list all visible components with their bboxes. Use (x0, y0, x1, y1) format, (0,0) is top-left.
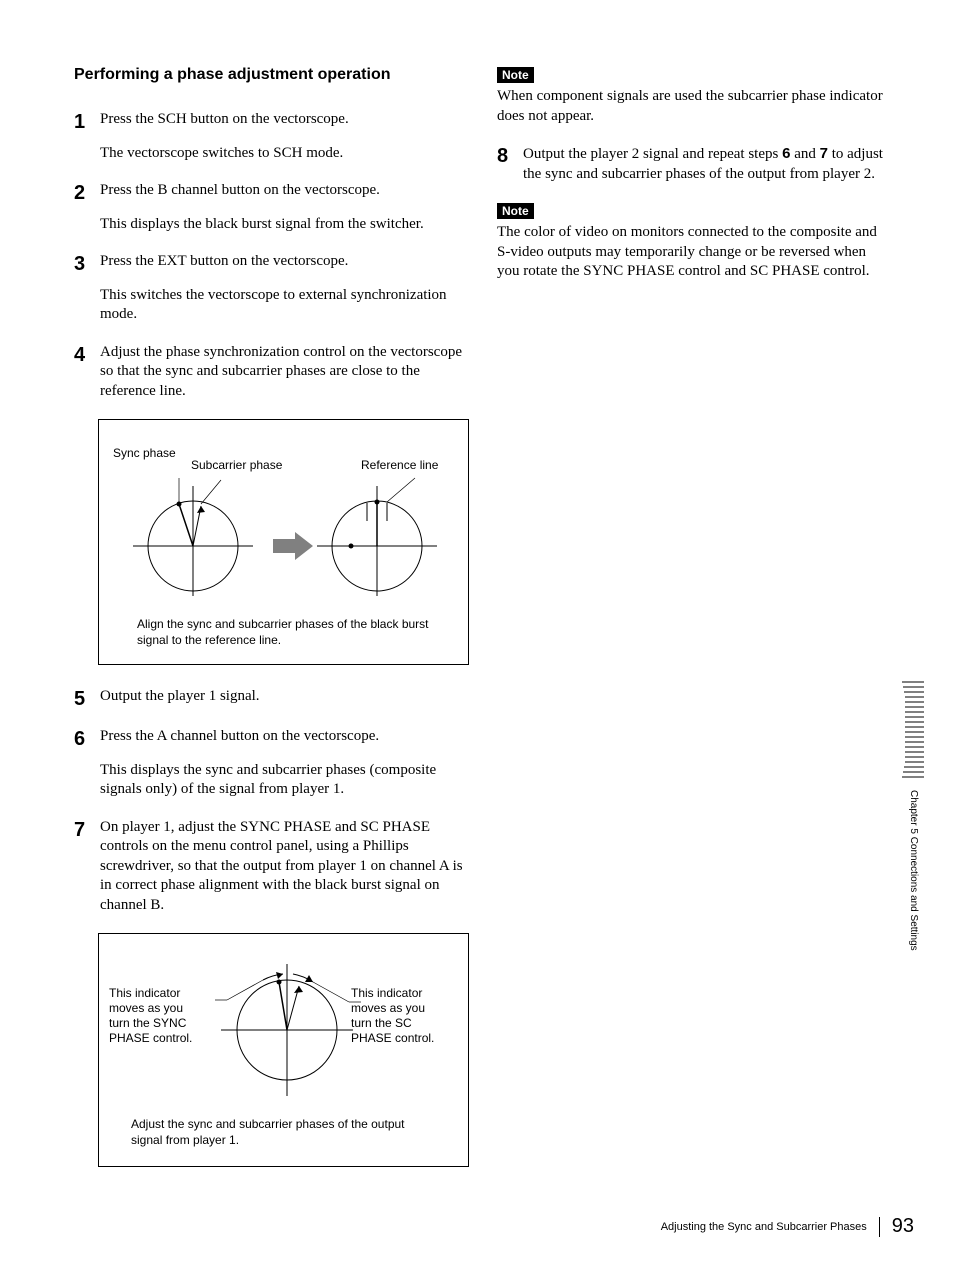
step-body: Output the player 1 signal. (100, 687, 260, 709)
step-text: Press the SCH button on the vectorscope. (100, 110, 349, 130)
step-number: 8 (497, 144, 523, 184)
step-text: Output the player 2 signal and repeat st… (523, 144, 892, 184)
step-text: Press the A channel button on the vector… (100, 727, 469, 747)
step-8: 8 Output the player 2 signal and repeat … (497, 144, 892, 184)
step-6: 6 Press the A channel button on the vect… (74, 727, 469, 800)
t: 7 (820, 145, 828, 162)
step-4: 4 Adjust the phase synchronization contr… (74, 343, 469, 402)
edge-tab-icon (902, 680, 924, 782)
step-number: 6 (74, 727, 100, 800)
figure-2: This indicator moves as you turn the SYN… (98, 933, 469, 1167)
step-body: Press the EXT button on the vectorscope.… (100, 252, 469, 325)
step-2: 2 Press the B channel button on the vect… (74, 181, 469, 234)
footer-section-title: Adjusting the Sync and Subcarrier Phases (661, 1221, 867, 1233)
step-number: 7 (74, 818, 100, 916)
step-text: The vectorscope switches to SCH mode. (100, 144, 349, 164)
label-sync-phase: Sync phase (113, 446, 176, 460)
step-number: 4 (74, 343, 100, 402)
step-number: 2 (74, 181, 100, 234)
note-text: When component signals are used the subc… (497, 87, 892, 126)
page-number: 93 (892, 1215, 914, 1238)
note-label: Note (497, 67, 534, 83)
section-title: Performing a phase adjustment operation (74, 66, 469, 84)
t: Output the player 2 signal and repeat st… (523, 146, 782, 162)
figure-1: Sync phase Subcarrier phase Reference li… (98, 419, 469, 665)
right-column: Note When component signals are used the… (497, 66, 892, 1189)
step-body: Press the B channel button on the vector… (100, 181, 424, 234)
step-body: On player 1, adjust the SYNC PHASE and S… (100, 818, 469, 916)
label-sync-control: This indicator moves as you turn the SYN… (109, 986, 201, 1046)
step-number: 3 (74, 252, 100, 325)
step-body: Adjust the phase synchronization control… (100, 343, 469, 402)
step-text: Adjust the phase synchronization control… (100, 343, 469, 402)
step-7: 7 On player 1, adjust the SYNC PHASE and… (74, 818, 469, 916)
note-label: Note (497, 203, 534, 219)
t: and (790, 146, 819, 162)
label-subcarrier-phase: Subcarrier phase (191, 458, 282, 472)
step-body: Press the A channel button on the vector… (100, 727, 469, 800)
step-text: This displays the sync and subcarrier ph… (100, 761, 469, 800)
step-number: 5 (74, 687, 100, 709)
left-column: Performing a phase adjustment operation … (74, 66, 469, 1189)
page-footer: Adjusting the Sync and Subcarrier Phases… (661, 1215, 914, 1238)
chapter-side-label: Chapter 5 Connections and Settings (908, 790, 919, 951)
page-content: Performing a phase adjustment operation … (0, 0, 954, 1189)
step-text: Press the EXT button on the vectorscope. (100, 252, 469, 272)
step-text: On player 1, adjust the SYNC PHASE and S… (100, 818, 469, 916)
figure-caption: Adjust the sync and subcarrier phases of… (131, 1116, 438, 1148)
step-text: This displays the black burst signal fro… (100, 215, 424, 235)
step-body: Output the player 2 signal and repeat st… (523, 144, 892, 184)
step-text: This switches the vectorscope to externa… (100, 286, 469, 325)
note-text: The color of video on monitors connected… (497, 223, 892, 282)
figure-caption: Align the sync and subcarrier phases of … (137, 616, 438, 648)
step-5: 5 Output the player 1 signal. (74, 687, 469, 709)
step-1: 1 Press the SCH button on the vectorscop… (74, 110, 469, 163)
step-text: Output the player 1 signal. (100, 687, 260, 707)
step-3: 3 Press the EXT button on the vectorscop… (74, 252, 469, 325)
step-text: Press the B channel button on the vector… (100, 181, 424, 201)
label-reference-line: Reference line (361, 458, 438, 472)
label-sc-control: This indicator moves as you turn the SC … (351, 986, 447, 1046)
step-body: Press the SCH button on the vectorscope.… (100, 110, 349, 163)
step-number: 1 (74, 110, 100, 163)
footer-divider (879, 1217, 880, 1237)
